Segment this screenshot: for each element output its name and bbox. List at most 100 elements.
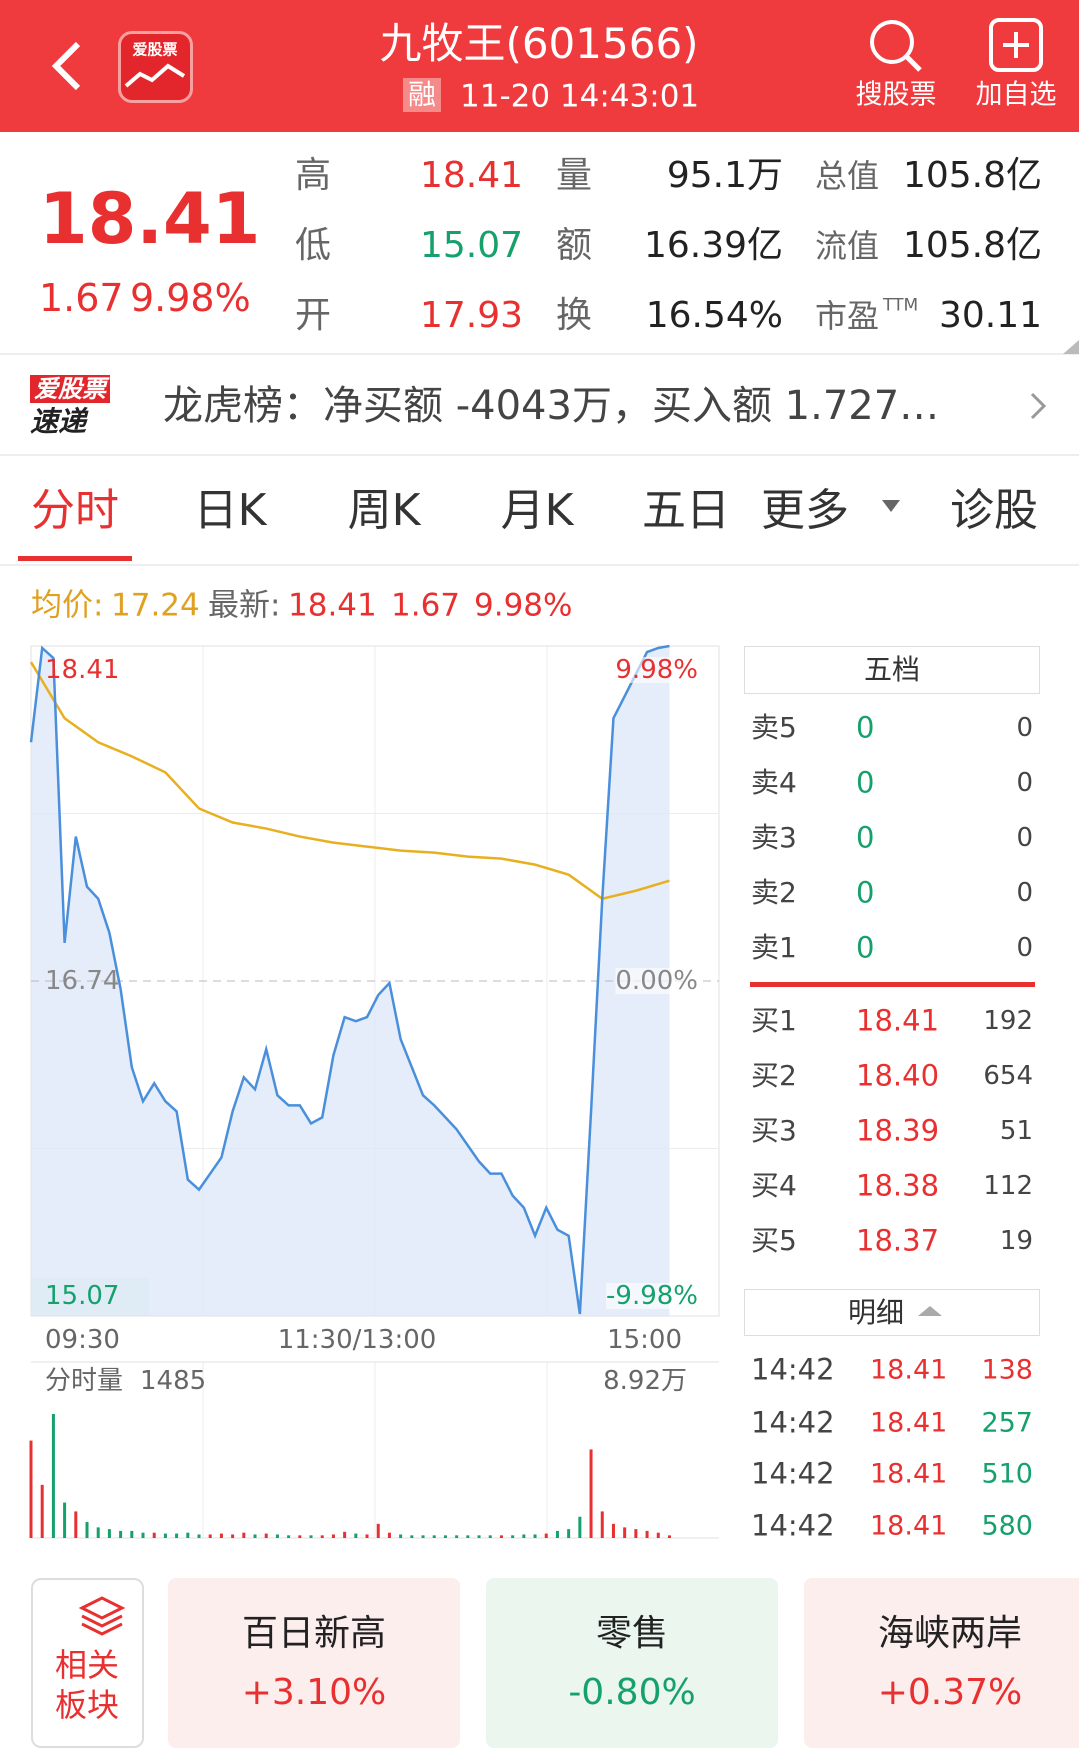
sector-change: +3.10%	[241, 1672, 387, 1713]
stat-label: 开	[295, 295, 332, 336]
y-tick-label: 15.07	[45, 1281, 120, 1311]
book-volume: 0	[1016, 768, 1033, 798]
trade-volume: 138	[981, 1354, 1033, 1386]
volume-bar	[85, 1522, 89, 1538]
trade-price: 18.41	[870, 1510, 948, 1542]
more-arrow	[882, 500, 900, 512]
book-volume: 0	[1016, 878, 1033, 908]
book-volume: 51	[999, 1116, 1033, 1146]
volume-bar	[365, 1534, 369, 1538]
book-label: 卖4	[751, 766, 797, 799]
banner-text[interactable]: 龙虎榜：净买额 -4043万，买入额 1.727…	[163, 383, 940, 429]
book-label: 卖2	[751, 876, 797, 909]
y-tick-label: 16.74	[45, 966, 120, 996]
sector-change: -0.80%	[568, 1672, 696, 1713]
volume-bar	[611, 1523, 615, 1538]
stat-label-sup: TTM	[883, 295, 919, 316]
latest-change: 1.67	[391, 587, 461, 624]
tab[interactable]: 日K	[193, 485, 267, 536]
trade-price: 18.41	[870, 1407, 948, 1439]
volume-bar	[219, 1533, 223, 1538]
tab[interactable]: 五日	[642, 485, 730, 536]
tab[interactable]: 分时	[31, 485, 119, 536]
volume-bar	[107, 1529, 111, 1538]
volume-bar	[421, 1535, 425, 1538]
volume-bar	[309, 1535, 313, 1538]
stat-label: 总值	[815, 157, 880, 195]
banner-divider	[0, 454, 1079, 456]
volume-bar	[387, 1532, 391, 1538]
pct-tick-label: 0.00%	[615, 966, 698, 996]
volume-bar	[74, 1511, 78, 1538]
book-price: 18.38	[856, 1168, 940, 1203]
volume-bar	[264, 1533, 268, 1538]
tab[interactable]: 诊股	[950, 485, 1038, 536]
stat-value: 15.07	[419, 225, 523, 266]
volume-bar	[119, 1530, 123, 1538]
book-label: 买5	[751, 1224, 797, 1257]
header-action[interactable]: 加自选	[975, 79, 1057, 111]
sector-title: 板块	[54, 1686, 120, 1724]
price-change: 1.67	[39, 276, 124, 320]
pct-tick-label: -9.98%	[606, 1281, 698, 1311]
trade-volume: 257	[981, 1407, 1033, 1439]
volume-bar	[208, 1534, 212, 1538]
back-icon[interactable]	[51, 41, 81, 91]
last-price: 18.41	[39, 178, 261, 260]
margin-badge: 融	[402, 78, 442, 112]
volume-bar	[242, 1532, 246, 1538]
book-price: 18.37	[856, 1223, 940, 1258]
tab[interactable]: 周K	[347, 485, 421, 536]
quote-divider	[0, 353, 1079, 355]
volume-latest: 1485	[140, 1366, 207, 1396]
book-price: 0	[856, 765, 875, 800]
volume-bar	[667, 1535, 671, 1538]
header-action[interactable]: 搜股票	[855, 79, 937, 111]
trade-time: 14:42	[751, 1405, 835, 1440]
book-label: 卖1	[751, 931, 797, 964]
trades-title-box	[744, 1289, 1040, 1336]
avg-line	[29, 661, 670, 901]
volume-bar	[331, 1534, 335, 1538]
banner-chevron	[1030, 392, 1047, 420]
book-price: 18.40	[856, 1058, 940, 1093]
tab[interactable]: 月K	[500, 485, 574, 536]
volume-max: 8.92万	[603, 1366, 687, 1396]
stat-value: 17.93	[419, 295, 523, 336]
latest-value: 18.41	[288, 587, 377, 624]
volume-bar	[623, 1527, 627, 1538]
sector-title: 相关	[54, 1646, 120, 1684]
volume-bar	[511, 1535, 515, 1538]
sector-card[interactable]	[168, 1578, 460, 1748]
volume-bar	[320, 1535, 324, 1538]
sector-name: 百日新高	[241, 1613, 387, 1654]
add-icon[interactable]	[989, 18, 1043, 72]
volume-bar	[376, 1523, 380, 1538]
volume-bar	[298, 1535, 302, 1538]
avg-label: 均价:	[31, 587, 104, 624]
volume-bar	[410, 1535, 414, 1538]
sector-card[interactable]	[486, 1578, 778, 1748]
trade-price: 18.41	[870, 1354, 948, 1386]
y-tick-label: 18.41	[45, 655, 120, 685]
trade-time: 14:42	[751, 1456, 835, 1491]
x-tick-label: 09:30	[45, 1325, 120, 1355]
search-icon[interactable]	[870, 20, 914, 64]
trade-volume: 580	[981, 1510, 1033, 1542]
x-tick-label: 15:00	[607, 1325, 682, 1355]
logo-box[interactable]	[118, 31, 193, 103]
trades-title: 明细	[847, 1296, 905, 1329]
stat-label: 流值	[815, 227, 880, 265]
volume-bar	[275, 1534, 279, 1538]
tab[interactable]: 更多	[761, 485, 849, 536]
sector-card[interactable]	[804, 1578, 1079, 1748]
book-price: 18.41	[856, 1003, 940, 1038]
volume-bar	[533, 1534, 537, 1538]
price-area	[31, 646, 670, 1316]
logo-text: 爱股票	[132, 40, 178, 59]
volume-bar	[231, 1534, 235, 1538]
sector-title-card[interactable]	[31, 1578, 144, 1748]
book-price: 0	[856, 930, 875, 965]
volume-bar	[186, 1532, 190, 1538]
